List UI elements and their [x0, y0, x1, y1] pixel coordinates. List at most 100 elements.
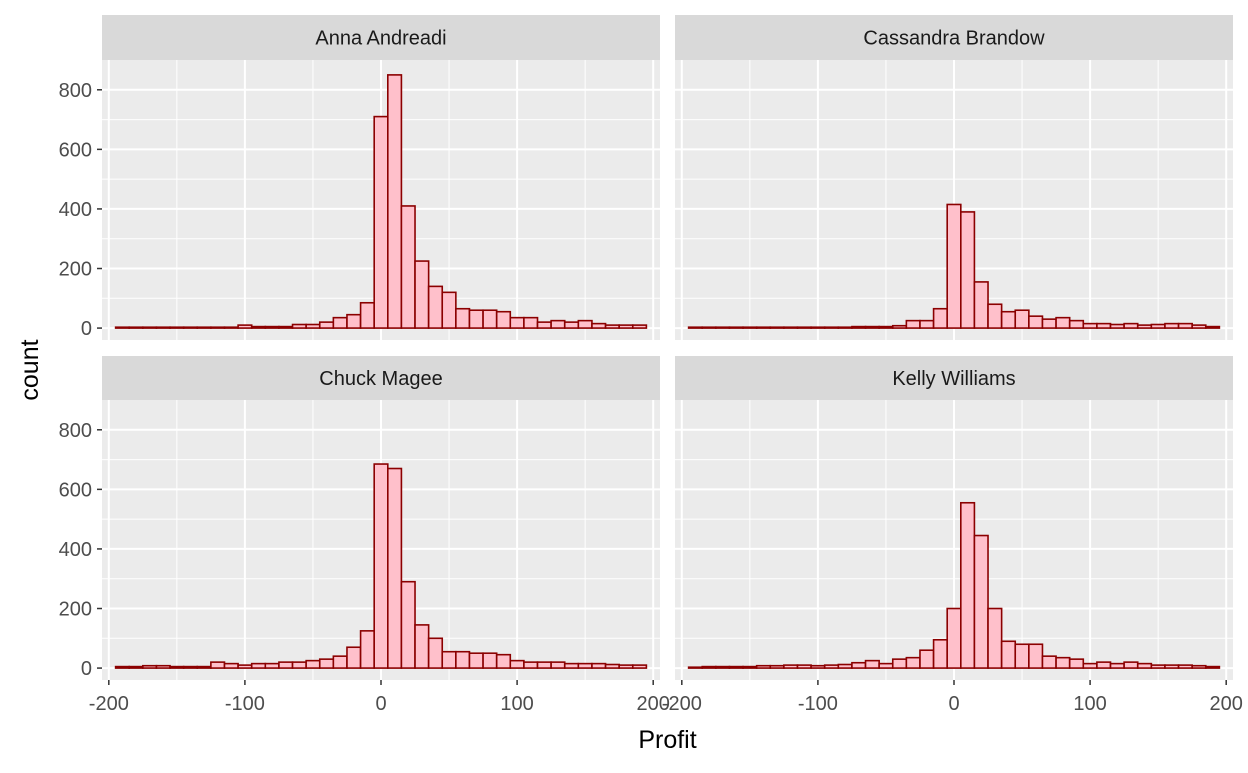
x-tick-label: 200: [637, 693, 670, 715]
facet-strip: [102, 15, 660, 60]
histogram-bar: [536, 321, 552, 329]
histogram-bar: [715, 326, 731, 329]
histogram-bar: [441, 291, 457, 329]
histogram-bar: [400, 205, 416, 329]
histogram-bar: [114, 665, 131, 669]
histogram-bar: [400, 580, 416, 669]
histogram-bar: [318, 321, 335, 329]
histogram-bar: [742, 326, 758, 329]
histogram-bar: [563, 321, 580, 329]
histogram-bar: [973, 281, 989, 329]
histogram-bar: [332, 316, 348, 329]
histogram-bar: [550, 661, 566, 669]
histogram-bar: [851, 325, 867, 329]
histogram-bar: [237, 664, 253, 669]
x-tick-label: -100: [225, 693, 265, 715]
histogram-bar: [1041, 655, 1057, 669]
histogram-bar: [359, 301, 375, 329]
x-tick-label: 100: [1073, 693, 1106, 715]
histogram-bar: [687, 326, 704, 329]
histogram-bar: [128, 665, 144, 669]
histogram-bar: [1028, 315, 1044, 329]
histogram-bar: [373, 115, 389, 329]
histogram-bar: [1177, 664, 1193, 669]
histogram-bar: [1109, 662, 1125, 669]
histogram-bar: [169, 326, 185, 329]
histogram-bar: [264, 325, 280, 329]
histogram-bar: [891, 658, 908, 669]
y-tick-label: 800: [59, 420, 92, 442]
histogram-bar: [509, 659, 525, 669]
histogram-bar: [742, 665, 758, 669]
histogram-bar: [864, 325, 880, 329]
histogram-bar: [237, 324, 253, 329]
histogram-bar: [1150, 664, 1166, 669]
facet-strip: [675, 356, 1233, 400]
histogram-bar: [155, 326, 171, 329]
x-tick-label: 200: [1210, 693, 1243, 715]
histogram-bar: [128, 326, 144, 329]
y-tick-label: 600: [59, 479, 92, 501]
histogram-bar: [114, 326, 131, 329]
histogram-bar: [414, 260, 430, 329]
histogram-bar: [810, 664, 826, 669]
histogram-bar: [1191, 664, 1207, 669]
histogram-bar: [1014, 643, 1030, 669]
histogram-bar: [223, 326, 239, 329]
x-tick-label: 100: [500, 693, 533, 715]
histogram-bar: [1096, 322, 1112, 329]
histogram-bar: [864, 659, 880, 669]
histogram-bar: [960, 211, 976, 329]
histogram-bar: [142, 664, 158, 669]
histogram-bar: [796, 326, 812, 329]
histogram-bar: [577, 319, 593, 329]
histogram-bar: [250, 325, 267, 329]
x-tick-label: -200: [662, 693, 702, 715]
histogram-bar: [182, 326, 199, 329]
histogram-bar: [482, 309, 498, 329]
y-tick-label: 400: [59, 539, 92, 561]
histogram-bar: [1109, 323, 1125, 329]
histogram-bar: [414, 624, 430, 669]
histogram-bar: [837, 326, 853, 329]
histogram-bar: [455, 650, 471, 669]
y-tick-label: 200: [59, 259, 92, 281]
histogram-bar: [387, 467, 403, 669]
histogram-bar: [468, 309, 484, 329]
histogram-bar: [468, 652, 484, 669]
histogram-bar: [905, 319, 921, 329]
histogram-bar: [455, 307, 471, 329]
facet-title: Kelly Williams: [892, 368, 1015, 390]
histogram-bar: [810, 326, 826, 329]
y-tick-label: 800: [59, 80, 92, 102]
facet-title: Cassandra Brandow: [863, 28, 1045, 50]
histogram-bar: [1082, 662, 1098, 669]
histogram-bar: [509, 316, 525, 329]
histogram-bar: [332, 655, 348, 669]
histogram-bar: [604, 324, 620, 329]
y-tick-label: 600: [59, 139, 92, 161]
histogram-bar: [536, 661, 552, 669]
y-tick-label: 200: [59, 599, 92, 621]
histogram-bar: [973, 534, 989, 669]
histogram-bar: [1068, 319, 1085, 329]
x-axis-title: Profit: [638, 726, 696, 754]
histogram-bar: [155, 664, 171, 669]
histogram-bar: [318, 658, 335, 669]
histogram-bar: [196, 665, 212, 669]
histogram-bar: [591, 322, 607, 329]
histogram-bar: [932, 307, 948, 329]
histogram-bar: [523, 661, 539, 669]
histogram-bar: [946, 607, 962, 669]
histogram-bar: [441, 650, 457, 669]
histogram-bar: [278, 661, 294, 669]
histogram-bar: [960, 501, 976, 669]
histogram-bar: [1082, 322, 1098, 329]
histogram-bar: [196, 326, 212, 329]
histogram-bar: [182, 665, 199, 669]
histogram-bar: [631, 664, 648, 669]
histogram-bar: [346, 313, 362, 329]
histogram-bar: [987, 607, 1003, 669]
histogram-bar: [728, 665, 744, 669]
